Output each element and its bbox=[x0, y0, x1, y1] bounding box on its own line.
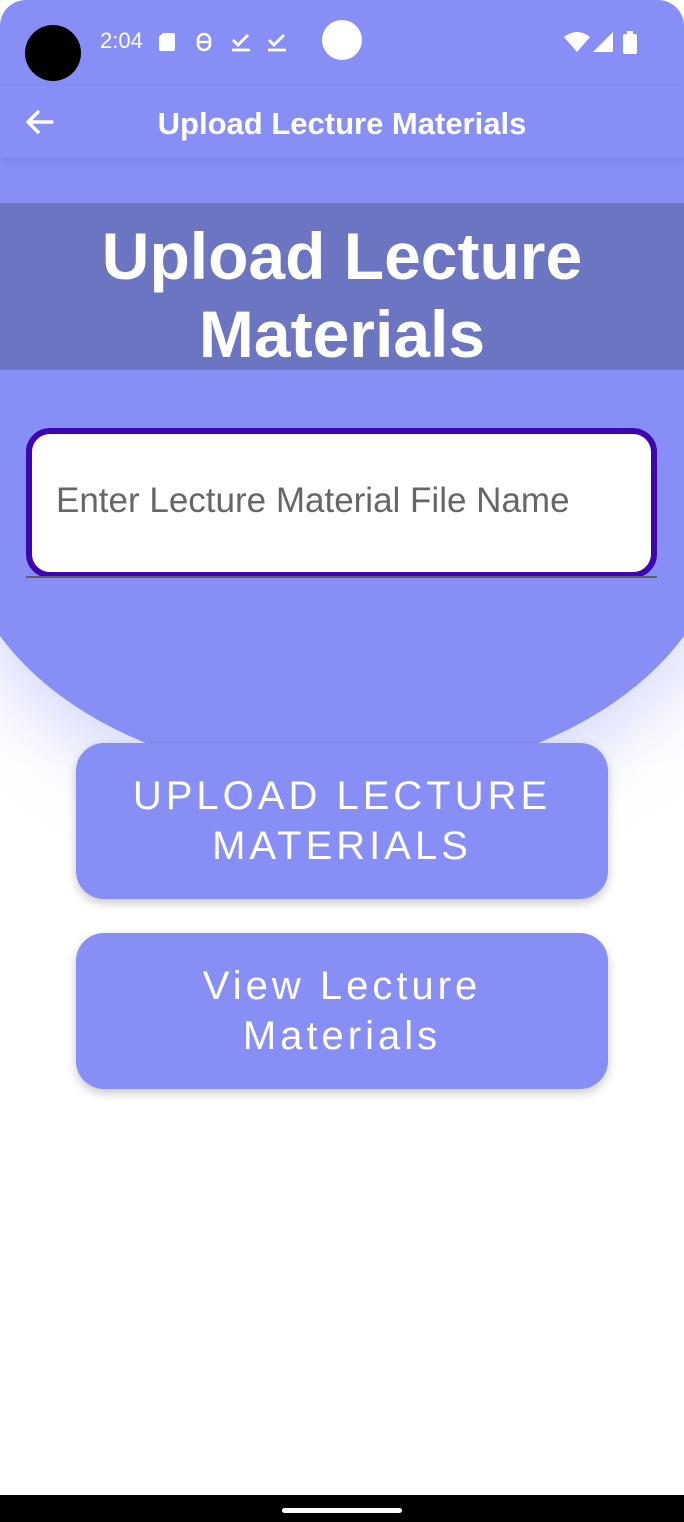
signal-icon bbox=[593, 32, 613, 52]
camera-cutout bbox=[25, 25, 81, 81]
home-gesture-handle[interactable] bbox=[282, 1508, 402, 1513]
upload-lecture-materials-button[interactable]: UPLOAD LECTURE MATERIALS bbox=[76, 743, 608, 899]
page-title: Upload Lecture Materials bbox=[0, 217, 684, 373]
background-shape bbox=[0, 0, 684, 780]
battery-icon bbox=[623, 31, 637, 54]
header-band: Upload Lecture Materials bbox=[0, 203, 684, 373]
upload-button-label-line2: MATERIALS bbox=[212, 824, 472, 868]
download-done-icon bbox=[232, 34, 250, 52]
page-title-line2: Materials bbox=[198, 297, 486, 371]
bug-icon bbox=[196, 32, 212, 52]
view-lecture-materials-button[interactable]: View Lecture Materials bbox=[76, 933, 608, 1089]
download-done-icon bbox=[268, 34, 286, 52]
view-button-label-line2: Materials bbox=[242, 1014, 442, 1058]
app-toolbar: Upload Lecture Materials bbox=[0, 86, 684, 158]
file-name-input[interactable] bbox=[54, 470, 633, 532]
file-name-field-container bbox=[26, 428, 657, 578]
file-name-field-box bbox=[26, 428, 657, 578]
status-time: 2:04 bbox=[100, 28, 143, 53]
view-button-label-line1: View Lecture bbox=[202, 964, 482, 1008]
arrow-back-icon[interactable] bbox=[22, 104, 58, 140]
wifi-icon bbox=[564, 32, 590, 52]
page-title-line1: Upload Lecture bbox=[101, 219, 583, 293]
input-underline bbox=[26, 576, 657, 578]
upload-button-label-line1: UPLOAD LECTURE bbox=[132, 774, 552, 818]
sd-card-icon bbox=[159, 33, 175, 51]
status-bar: 2:04 bbox=[0, 0, 684, 86]
front-sensor bbox=[322, 20, 362, 60]
toolbar-title: Upload Lecture Materials bbox=[157, 106, 527, 141]
navigation-bar bbox=[0, 1495, 684, 1522]
